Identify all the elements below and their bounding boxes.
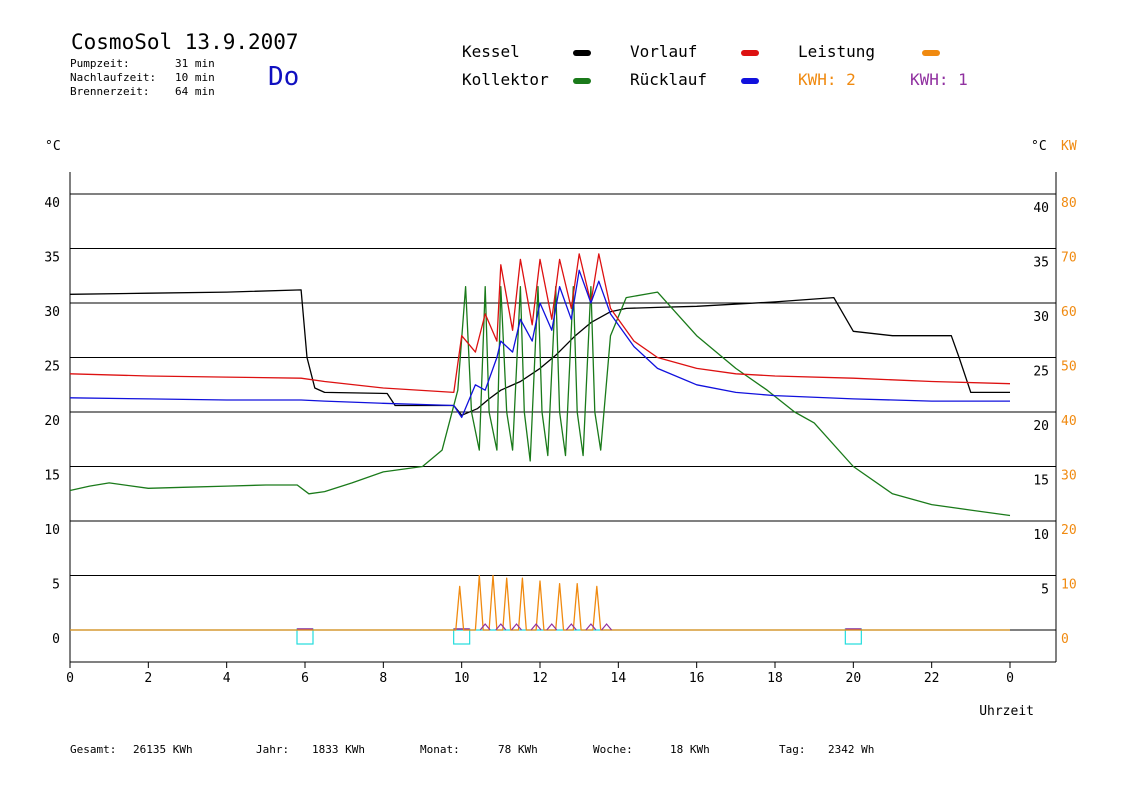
kwh-marker <box>844 628 862 645</box>
y-tick-label-right: 10 <box>1033 528 1049 543</box>
info-brennerzeit-value: 64 min <box>175 85 215 98</box>
legend-kwh1: KWH: 1 <box>910 70 968 89</box>
kwh-marker <box>296 628 314 645</box>
y-tick-label-left: 5 <box>52 578 60 593</box>
weekday-label: Do <box>268 62 300 92</box>
footer-tag-label: Tag: <box>779 743 806 756</box>
y-tick-label-left: 20 <box>44 414 60 429</box>
x-tick-label: 8 <box>379 671 387 686</box>
y2-tick-label-kw: 50 <box>1061 360 1077 375</box>
chart-title: CosmoSol 13.9.2007 <box>71 30 299 54</box>
y-tick-label-left: 15 <box>44 469 60 484</box>
y2-tick-label-kw: 60 <box>1061 305 1077 320</box>
kwh-bump <box>585 623 597 631</box>
x-tick-label: 0 <box>1006 671 1014 686</box>
y-tick-label-left: 25 <box>44 360 60 375</box>
legend-kollektor: Kollektor <box>462 70 549 89</box>
kwh-bump <box>530 623 542 631</box>
footer-woche-label: Woche: <box>593 743 633 756</box>
footer-monat-value: 78 KWh <box>498 743 538 756</box>
left-axis-unit: °C <box>45 139 61 154</box>
y-tick-label-left: 35 <box>44 251 60 266</box>
info-brennerzeit-label: Brennerzeit: <box>70 85 150 98</box>
y-tick-label-right: 40 <box>1033 201 1049 216</box>
y2-tick-label-kw: 80 <box>1061 196 1077 211</box>
legend-vorlauf: Vorlauf <box>630 42 698 61</box>
series-line-vorlauf <box>69 253 1011 394</box>
x-tick-label: 0 <box>66 671 74 686</box>
x-tick-label: 16 <box>689 671 705 686</box>
y-tick-label-left: 30 <box>44 305 60 320</box>
x-tick-label: 20 <box>846 671 862 686</box>
footer-jahr-value: 1833 KWh <box>312 743 365 756</box>
x-tick-label: 12 <box>532 671 548 686</box>
x-tick-label: 6 <box>301 671 309 686</box>
kwh-bump <box>495 623 507 631</box>
y-tick-label-right: 25 <box>1033 365 1049 380</box>
y2-tick-label-kw: 10 <box>1061 578 1077 593</box>
footer-gesamt-label: Gesamt: <box>70 743 117 756</box>
y2-tick-label-kw: 40 <box>1061 414 1077 429</box>
kwh-bump <box>546 623 558 631</box>
legend-ruecklauf: Rücklauf <box>630 70 708 89</box>
legend-kollektor-swatch <box>573 78 591 84</box>
legend-kessel: Kessel <box>462 42 520 61</box>
kwh-bump <box>479 623 491 631</box>
x-tick-label: 4 <box>223 671 231 686</box>
x-tick-label: 22 <box>924 671 940 686</box>
footer-monat-label: Monat: <box>420 743 460 756</box>
series-line-leistung <box>70 574 1010 631</box>
info-nachlaufzeit-label: Nachlaufzeit: <box>70 71 157 84</box>
y-tick-label-right: 5 <box>1041 583 1049 598</box>
x-tick-label: 10 <box>454 671 470 686</box>
right-axis-unit-kw: KW <box>1061 139 1077 154</box>
y-tick-label-left: 40 <box>44 196 60 211</box>
x-axis-label: Uhrzeit <box>979 704 1034 719</box>
legend-ruecklauf-swatch <box>741 78 759 84</box>
series-line-ruecklauf <box>69 269 1010 419</box>
x-tick-label: 18 <box>767 671 783 686</box>
kwh-bump <box>511 623 522 631</box>
footer-jahr-label: Jahr: <box>256 743 290 756</box>
legend-kessel-swatch <box>573 50 591 56</box>
kwh-marker <box>453 628 471 645</box>
y-tick-label-right: 35 <box>1033 256 1049 271</box>
footer-gesamt-value: 26135 KWh <box>133 743 193 756</box>
footer-woche-value: 18 KWh <box>670 743 710 756</box>
y2-tick-label-kw: 30 <box>1061 469 1077 484</box>
footer-tag-value: 2342 Wh <box>828 743 875 756</box>
y-tick-label-right: 20 <box>1033 419 1049 434</box>
x-tick-label: 2 <box>144 671 152 686</box>
y2-tick-label-kw: 0 <box>1061 632 1069 647</box>
legend-leistung: Leistung <box>798 42 876 61</box>
legend-leistung-swatch <box>922 50 940 56</box>
y-tick-label-left: 0 <box>52 632 60 647</box>
y-tick-label-right: 15 <box>1033 474 1049 489</box>
y2-tick-label-kw: 70 <box>1061 251 1077 266</box>
right-axis-unit-celsius: °C <box>1031 139 1047 154</box>
info-pumpzeit-label: Pumpzeit: <box>70 57 130 70</box>
kwh-bump <box>565 623 577 631</box>
info-nachlaufzeit-value: 10 min <box>175 71 215 84</box>
y2-tick-label-kw: 20 <box>1061 523 1077 538</box>
y-tick-label-left: 10 <box>44 523 60 538</box>
legend-vorlauf-swatch <box>741 50 759 56</box>
x-tick-label: 14 <box>611 671 627 686</box>
info-pumpzeit-value: 31 min <box>175 57 215 70</box>
kwh-bump <box>601 623 613 631</box>
y-tick-label-right: 30 <box>1033 310 1049 325</box>
series-line-kollektor <box>69 285 1011 517</box>
legend-kwh2: KWH: 2 <box>798 70 856 89</box>
